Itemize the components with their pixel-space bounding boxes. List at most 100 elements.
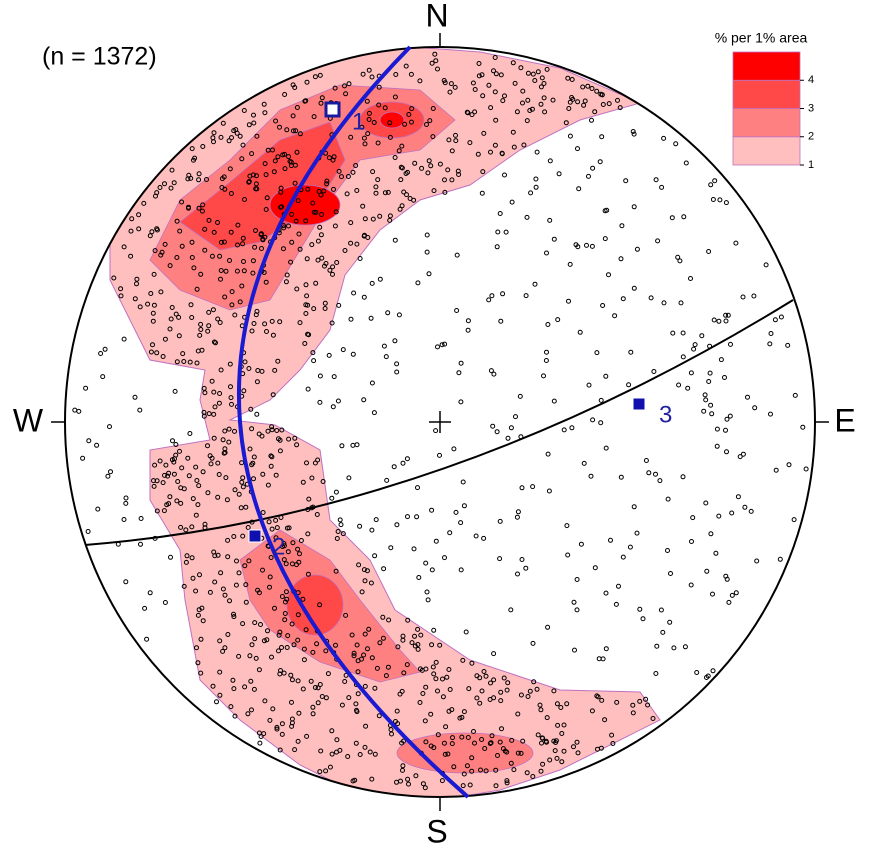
- sample-point: [245, 711, 251, 717]
- sample-point: [265, 147, 271, 153]
- sample-point: [261, 101, 267, 107]
- sample-point: [589, 86, 595, 91]
- sample-point: [490, 423, 496, 429]
- sample-point: [398, 778, 403, 784]
- sample-point: [166, 501, 172, 507]
- sample-point: [269, 424, 275, 430]
- direction-label: S: [426, 813, 447, 849]
- sample-point: [167, 326, 173, 332]
- legend-tick-label: 4: [808, 74, 814, 86]
- sample-point: [592, 109, 598, 115]
- sample-point: [709, 411, 715, 417]
- sample-point: [218, 268, 224, 273]
- sample-point: [260, 510, 266, 515]
- sample-point: [430, 106, 436, 111]
- sample-point: [668, 571, 673, 576]
- sample-point: [292, 162, 298, 168]
- sample-point: [331, 154, 337, 160]
- legend-band: [732, 108, 801, 138]
- sample-point: [168, 316, 174, 322]
- sample-point: [372, 751, 378, 757]
- sample-point: [314, 641, 320, 647]
- sample-point: [255, 368, 261, 373]
- sample-point: [136, 212, 142, 218]
- sample-point: [471, 729, 476, 734]
- pole-label: 3: [659, 401, 672, 428]
- sample-point: [225, 537, 231, 543]
- direction-label: W: [13, 402, 44, 438]
- sample-point: [457, 715, 463, 721]
- sample-point: [603, 445, 609, 451]
- sample-point: [575, 99, 581, 105]
- sample-point: [504, 780, 510, 786]
- sample-point: [121, 517, 127, 522]
- sample-point: [373, 517, 379, 523]
- sample-point: [86, 438, 92, 444]
- sample-point: [282, 151, 288, 157]
- sample-point: [100, 374, 106, 380]
- sample-point: [259, 246, 264, 251]
- sample-point: [610, 741, 616, 746]
- sample-point: [362, 216, 368, 222]
- sample-point: [178, 500, 184, 506]
- pole-marker: [248, 529, 262, 543]
- sample-point: [389, 731, 394, 737]
- sample-point: [175, 479, 181, 484]
- sample-point: [567, 133, 573, 139]
- sample-point: [688, 582, 694, 588]
- sample-point: [412, 643, 418, 649]
- sample-point: [566, 298, 571, 304]
- sample-point: [217, 638, 223, 644]
- sample-point: [303, 302, 309, 308]
- sample-point: [394, 522, 400, 528]
- sample-point: [209, 378, 215, 384]
- sample-point: [305, 186, 311, 192]
- sample-point: [250, 258, 256, 264]
- sample-point: [134, 276, 140, 282]
- sample-point: [419, 165, 425, 171]
- sample-point: [361, 397, 367, 403]
- sample-point: [324, 178, 330, 184]
- sample-point: [323, 768, 329, 774]
- sample-point: [570, 96, 576, 102]
- sample-point: [190, 575, 196, 581]
- sample-point: [197, 332, 203, 338]
- sample-point: [585, 83, 591, 89]
- sample-point: [362, 744, 368, 750]
- sample-point: [240, 484, 246, 490]
- sample-point: [317, 373, 323, 379]
- sample-point: [528, 190, 534, 196]
- sample-point: [441, 78, 447, 83]
- sample-point: [665, 496, 671, 502]
- sample-point: [304, 733, 310, 739]
- sample-point: [404, 192, 409, 198]
- sample-point: [254, 411, 260, 417]
- sample-point: [284, 272, 290, 278]
- sample-point: [545, 322, 551, 327]
- sample-point: [262, 161, 268, 167]
- sample-point: [282, 92, 288, 97]
- sample-point: [354, 709, 360, 715]
- sample-point: [254, 133, 260, 139]
- sample-point: [512, 80, 518, 86]
- sample-point: [331, 186, 336, 192]
- sample-point: [216, 472, 222, 477]
- sample-point: [396, 148, 402, 154]
- sample-point: [276, 632, 282, 638]
- sample-point: [515, 711, 521, 717]
- sample-point: [303, 218, 309, 224]
- sample-point: [240, 241, 246, 247]
- sample-point: [277, 629, 283, 635]
- sample-point: [261, 270, 267, 275]
- sample-point: [365, 235, 371, 240]
- sample-point: [555, 722, 561, 728]
- sample-point: [534, 149, 540, 155]
- sample-point: [551, 738, 557, 744]
- sample-point: [162, 472, 167, 478]
- sample-point: [441, 740, 447, 746]
- pole-marker: [324, 101, 341, 118]
- sample-point: [157, 185, 163, 190]
- pole-label: 2: [272, 533, 285, 560]
- sample-point: [121, 336, 127, 342]
- sample-point: [499, 150, 505, 156]
